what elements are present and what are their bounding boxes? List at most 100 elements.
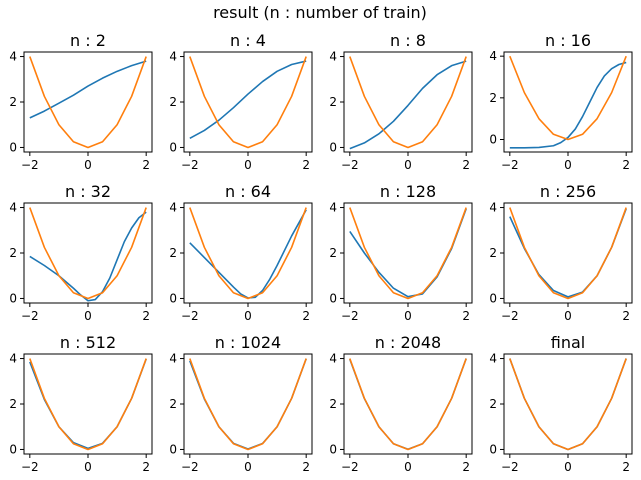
- x-tick-label: 0: [84, 309, 92, 323]
- y-tick-label: 4: [169, 352, 177, 366]
- target-line: [189, 56, 307, 149]
- x-tick-label: 0: [404, 309, 412, 323]
- plot-area: [189, 207, 307, 300]
- subplot-title: n : 512: [60, 333, 116, 352]
- subplot: final −2 0 2 0 2 4: [489, 333, 633, 474]
- y-tick-label: 0: [169, 442, 177, 456]
- subplot-title: n : 2048: [375, 333, 441, 352]
- y-tick-label: 4: [9, 50, 17, 64]
- prediction-line: [509, 61, 627, 149]
- y-tick-label: 2: [329, 397, 337, 411]
- x-tick-label: 2: [622, 158, 630, 172]
- subplot: n : 16 −2 0 2 0 2 4: [489, 31, 633, 172]
- y-tick-label: 2: [9, 95, 17, 109]
- y-tick-label: 4: [329, 50, 337, 64]
- y-tick-label: 4: [489, 352, 497, 366]
- y-tick-label: 4: [169, 201, 177, 215]
- y-tick-label: 0: [9, 442, 17, 456]
- x-tick-label: 2: [142, 158, 150, 172]
- subplot: n : 64 −2 0 2 0 2 4: [169, 182, 313, 323]
- y-tick-label: 2: [169, 397, 177, 411]
- target-line: [29, 56, 147, 149]
- figure-suptitle: result (n : number of train): [213, 3, 427, 22]
- x-tick-label: −2: [21, 158, 39, 172]
- axes-frame: [23, 202, 153, 304]
- target-line: [509, 55, 627, 141]
- plot-area: [189, 358, 307, 451]
- x-tick-label: 0: [244, 460, 252, 474]
- y-tick-label: 2: [489, 91, 497, 105]
- target-line: [29, 358, 147, 451]
- x-tick-label: 2: [462, 309, 470, 323]
- y-tick-label: 2: [489, 397, 497, 411]
- y-tick-label: 0: [489, 133, 497, 147]
- y-tick-label: 4: [9, 201, 17, 215]
- subplot-title: n : 256: [540, 182, 596, 201]
- x-tick-label: 0: [564, 309, 572, 323]
- x-tick-label: 2: [302, 460, 310, 474]
- subplot-title: n : 128: [380, 182, 436, 201]
- target-line: [349, 56, 467, 149]
- y-tick-label: 2: [489, 246, 497, 260]
- subplot: n : 512 −2 0 2 0 2 4: [9, 333, 153, 474]
- x-tick-label: −2: [21, 309, 39, 323]
- x-tick-label: 0: [84, 460, 92, 474]
- axes-frame: [183, 51, 313, 153]
- plot-area: [189, 56, 307, 149]
- subplot: n : 8 −2 0 2 0 2 4: [329, 31, 473, 172]
- axes-frame: [183, 353, 313, 455]
- y-tick-label: 2: [329, 95, 337, 109]
- plot-area: [509, 358, 627, 451]
- subplot: n : 4 −2 0 2 0 2 4: [169, 31, 313, 172]
- x-tick-label: −2: [21, 460, 39, 474]
- x-tick-label: −2: [341, 460, 359, 474]
- x-tick-label: −2: [501, 460, 519, 474]
- subplot-title: n : 64: [225, 182, 271, 201]
- x-tick-label: 2: [622, 309, 630, 323]
- x-tick-label: 0: [564, 158, 572, 172]
- subplot: n : 256 −2 0 2 0 2 4: [489, 182, 633, 323]
- subplot-title: n : 16: [545, 31, 591, 50]
- axes-frame: [183, 202, 313, 304]
- x-tick-label: 0: [244, 309, 252, 323]
- x-tick-label: −2: [181, 460, 199, 474]
- y-tick-label: 0: [9, 291, 17, 305]
- subplot-title: n : 32: [65, 182, 111, 201]
- subplot-title: n : 4: [230, 31, 266, 50]
- plot-area: [509, 55, 627, 149]
- y-tick-label: 2: [9, 246, 17, 260]
- x-tick-label: −2: [181, 309, 199, 323]
- x-tick-label: 2: [142, 460, 150, 474]
- target-line: [189, 358, 307, 451]
- prediction-line: [189, 60, 307, 140]
- x-tick-label: 0: [84, 158, 92, 172]
- target-line: [349, 207, 467, 300]
- x-tick-label: −2: [501, 309, 519, 323]
- subplot-title: final: [551, 333, 585, 352]
- y-tick-label: 4: [9, 352, 17, 366]
- subplot-title: n : 8: [390, 31, 426, 50]
- subplot: n : 1024 −2 0 2 0 2 4: [169, 333, 313, 474]
- target-line: [349, 358, 467, 451]
- y-tick-label: 0: [9, 140, 17, 154]
- subplot: n : 2048 −2 0 2 0 2 4: [329, 333, 473, 474]
- subplot: n : 32 −2 0 2 0 2 4: [9, 182, 153, 323]
- plot-area: [29, 207, 147, 302]
- target-line: [509, 207, 627, 300]
- axes-frame: [343, 51, 473, 153]
- subplot: n : 2 −2 0 2 0 2 4: [9, 31, 153, 172]
- target-line: [29, 207, 147, 300]
- axes-frame: [23, 51, 153, 153]
- y-tick-label: 4: [169, 50, 177, 64]
- y-tick-label: 2: [169, 246, 177, 260]
- y-tick-label: 4: [329, 201, 337, 215]
- x-tick-label: 2: [462, 158, 470, 172]
- y-tick-label: 2: [329, 246, 337, 260]
- plot-area: [29, 56, 147, 149]
- x-tick-label: 2: [622, 460, 630, 474]
- axes-frame: [503, 202, 633, 304]
- x-tick-label: −2: [341, 158, 359, 172]
- y-tick-label: 0: [169, 291, 177, 305]
- plot-area: [349, 358, 467, 451]
- y-tick-label: 4: [489, 201, 497, 215]
